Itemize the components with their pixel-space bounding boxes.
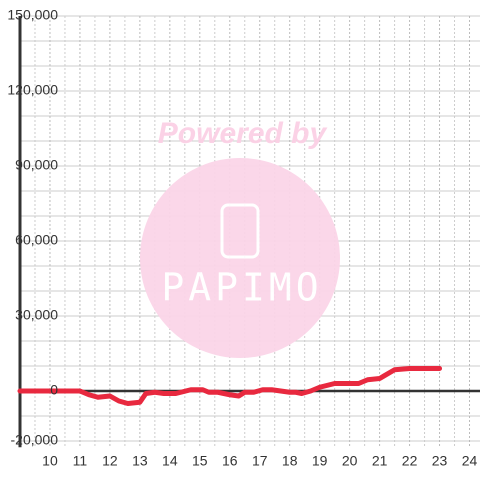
y-tick-label: -20,000 bbox=[11, 432, 59, 448]
watermark-logo: PAPIMO bbox=[161, 266, 322, 310]
x-tick-label: 11 bbox=[73, 453, 88, 469]
watermark-title: Powered by bbox=[158, 117, 328, 150]
x-tick-label: 24 bbox=[462, 453, 478, 469]
y-tick-label: 60,000 bbox=[15, 232, 58, 248]
x-tick-label: 16 bbox=[222, 453, 238, 469]
watermark-icon bbox=[220, 203, 260, 259]
x-tick-label: 21 bbox=[372, 453, 388, 469]
x-tick-label: 19 bbox=[312, 453, 328, 469]
x-tick-label: 14 bbox=[162, 453, 178, 469]
y-tick-label: 30,000 bbox=[15, 307, 58, 323]
y-tick-label: 150,000 bbox=[7, 7, 58, 23]
data-line bbox=[17, 366, 443, 406]
y-tick-label: 120,000 bbox=[7, 82, 58, 98]
x-tick-label: 12 bbox=[102, 453, 118, 469]
y-tick-label: 90,000 bbox=[15, 157, 58, 173]
x-tick-label: 20 bbox=[342, 453, 358, 469]
y-tick-label: 0 bbox=[50, 382, 58, 398]
x-tick-label: 17 bbox=[252, 453, 268, 469]
x-tick-label: 18 bbox=[282, 453, 298, 469]
x-tick-label: 22 bbox=[402, 453, 418, 469]
x-tick-label: 23 bbox=[432, 453, 448, 469]
x-tick-label: 10 bbox=[42, 453, 58, 469]
watermark: Powered by PAPIMO bbox=[140, 117, 340, 358]
x-tick-label: 15 bbox=[192, 453, 208, 469]
x-tick-label: 13 bbox=[132, 453, 148, 469]
